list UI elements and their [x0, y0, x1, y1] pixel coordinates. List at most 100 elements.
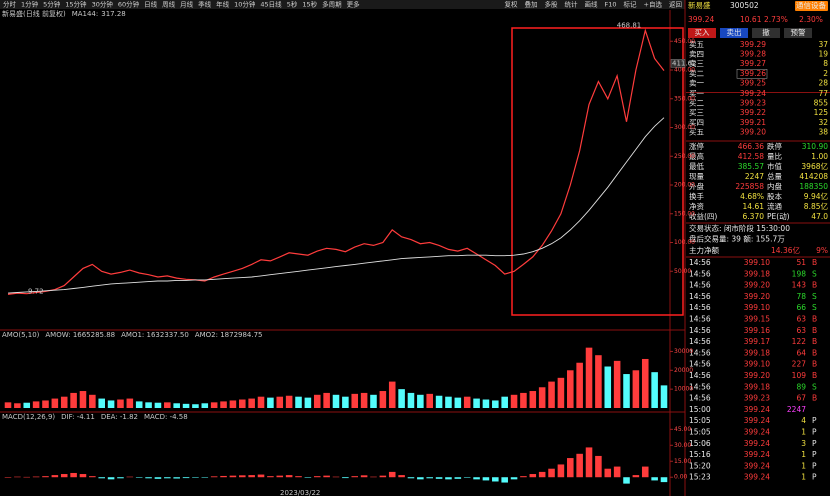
macd-bar [210, 476, 218, 478]
period-tab[interactable]: 周线 [162, 0, 176, 9]
indicator-title: 新易盛(日线 前复权) [2, 9, 66, 18]
macd-bar [192, 477, 199, 478]
macd-bar [304, 477, 312, 478]
volume-bar [454, 397, 462, 408]
stat-value: 8.85亿 [804, 201, 829, 211]
macd-bar [398, 475, 405, 478]
trade-volume: 1 [801, 461, 806, 470]
book-price: 399.20 [740, 127, 766, 136]
period-tab[interactable]: 月线 [180, 0, 194, 9]
stat-label: 流通 [767, 201, 782, 211]
macd-bar [529, 474, 537, 478]
stat-label: 最低 [689, 161, 704, 171]
trade-price: 399.24 [744, 450, 770, 459]
tool-button[interactable]: 返回 [669, 1, 682, 9]
period-tab[interactable]: 30分钟 [92, 0, 114, 9]
y-tick-label: 150.00 [674, 210, 695, 217]
tool-button[interactable]: F10 [605, 1, 617, 9]
y-tick-label: 350.00 [674, 95, 695, 102]
volume-bar [529, 391, 537, 408]
macd-bar [229, 475, 237, 478]
stat-label: 换手 [689, 191, 704, 201]
stat-label: 收益(四) [689, 211, 717, 221]
trade-price: 399.18 [744, 269, 770, 278]
flow-pct: 9% [816, 246, 828, 255]
tool-button[interactable]: 多股 [545, 0, 559, 9]
book-label: 卖五 [689, 40, 704, 49]
trade-volume: 1 [801, 450, 806, 459]
volume-bar [417, 394, 424, 408]
trade-side: B [812, 360, 817, 369]
action-button-label[interactable]: 买入 [695, 28, 710, 37]
trade-side: B [812, 348, 817, 357]
action-button[interactable] [752, 28, 780, 38]
trade-volume: 51 [796, 258, 806, 267]
stat-value: 6.370 [743, 212, 765, 221]
indicator-value: AMO1: 1632337.50 [121, 331, 189, 339]
book-price: 399.27 [740, 59, 766, 68]
period-tab[interactable]: 年线 [216, 0, 230, 9]
action-button-label[interactable]: 预警 [791, 27, 806, 37]
period-tab[interactable]: 15分钟 [65, 0, 87, 9]
tool-button[interactable]: 标记 [624, 0, 638, 9]
action-button[interactable] [720, 28, 748, 38]
stat-value: 1.00 [811, 152, 828, 161]
period-tab[interactable]: 15秒 [302, 0, 317, 9]
action-button-label[interactable]: 撤 [762, 27, 770, 37]
period-tab[interactable]: 10分钟 [234, 0, 256, 9]
macd-bar [632, 475, 640, 478]
period-tab[interactable]: 45日线 [260, 0, 282, 9]
trade-price: 399.24 [744, 473, 770, 482]
macd-bar [285, 475, 293, 478]
trade-price: 399.10 [744, 258, 770, 267]
trade-price: 399.16 [744, 326, 770, 335]
tool-button[interactable]: +自选 [644, 0, 663, 9]
tool-button[interactable]: 统计 [565, 0, 579, 9]
macd-bar [417, 477, 424, 480]
tool-button[interactable]: 叠加 [525, 0, 538, 9]
toolbar-bg [0, 0, 685, 9]
macd-bar [313, 476, 321, 478]
tool-button[interactable]: 复权 [505, 0, 519, 9]
period-tab[interactable]: 5秒 [287, 0, 298, 9]
book-price: 399.24 [740, 89, 766, 98]
highlight-box [511, 27, 684, 316]
volume-bar [107, 400, 115, 408]
book-label: 卖四 [689, 50, 704, 59]
action-button[interactable] [784, 28, 812, 38]
macd-bar [435, 477, 443, 479]
macd-bar [557, 464, 565, 478]
book-volume: 77 [818, 89, 828, 98]
sector-pct: 2.30% [799, 15, 823, 24]
trade-time: 15:16 [689, 450, 711, 459]
volume-bar [398, 389, 405, 408]
book-volume: 28 [818, 78, 828, 87]
trade-volume: 67 [796, 394, 806, 403]
macd-bar [492, 477, 499, 482]
stat-label: 最高 [689, 151, 704, 161]
period-tab[interactable]: 5分钟 [43, 0, 61, 9]
period-tab[interactable]: 分时 [3, 0, 17, 9]
trade-side: S [812, 269, 817, 278]
period-tab[interactable]: 60分钟 [118, 0, 140, 9]
y-tick-label: 30000 [674, 348, 693, 355]
trade-price: 399.20 [744, 281, 770, 290]
trade-time: 14:56 [689, 292, 711, 301]
volume-bar [576, 362, 583, 408]
period-tab[interactable]: 1分钟 [21, 0, 39, 9]
trade-price: 399.10 [744, 360, 770, 369]
action-button[interactable] [688, 28, 716, 38]
action-button-label[interactable]: 卖出 [727, 27, 742, 37]
book-volume: 125 [814, 108, 829, 117]
period-tab[interactable]: 季线 [198, 0, 212, 9]
stat-value: 188350 [799, 182, 828, 191]
macd-bar [426, 477, 433, 479]
macd-bar [454, 477, 462, 479]
volume-bar [42, 400, 49, 408]
trade-price: 399.17 [744, 337, 770, 346]
period-tab[interactable]: 多周期 [322, 0, 342, 9]
tool-button[interactable]: 画线 [585, 0, 599, 9]
period-tab[interactable]: 日线 [144, 0, 158, 9]
volume-bar [192, 404, 199, 408]
period-tab[interactable]: 更多 [347, 0, 361, 9]
